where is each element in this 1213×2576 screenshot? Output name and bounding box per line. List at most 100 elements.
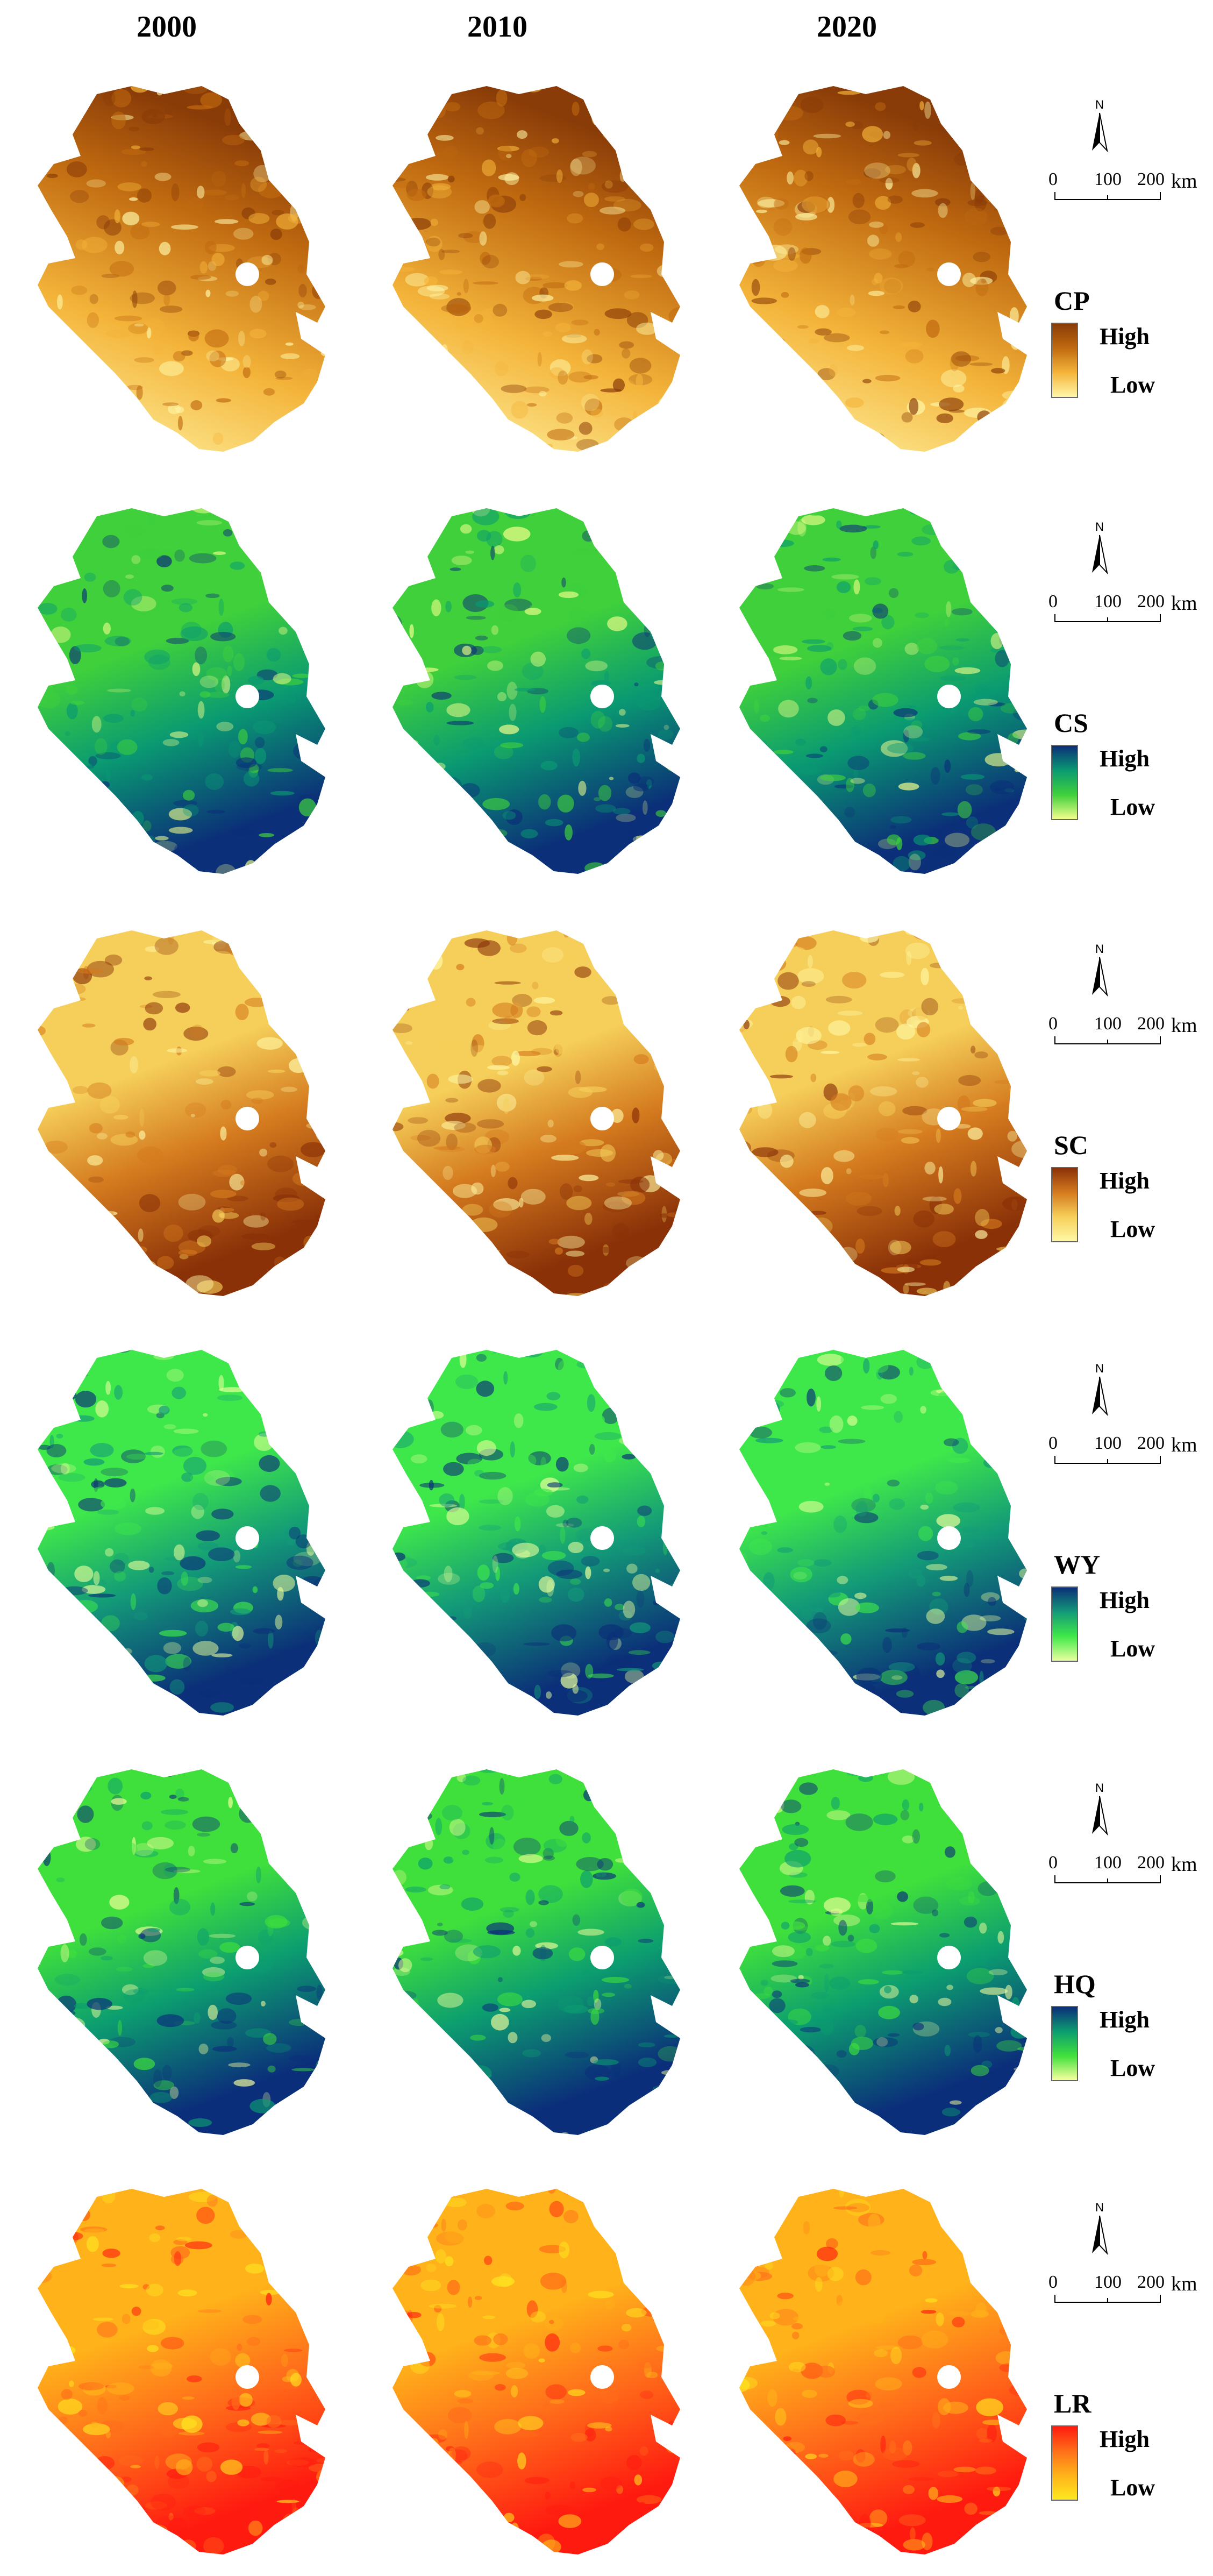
sc-legend-color-ramp [1051,1167,1078,1242]
north-arrow-icon: N [1092,1781,1108,1836]
cp-legend-color-ramp [1051,323,1078,398]
map-cs-2020 [739,508,1027,874]
legend-high-label: High [1100,323,1150,350]
scale-bar [1054,192,1161,200]
lr-legend-color-ramp [1051,2425,1078,2501]
map-cs-2000 [38,508,325,874]
north-arrow-icon: N [1092,942,1108,997]
scale-label-max: 200 [1137,169,1165,189]
map-wy-2020 [739,1350,1027,1716]
map-lr-2020 [739,2189,1027,2554]
hq-legend-color-ramp [1051,2006,1078,2081]
scale-unit-label: km [1171,170,1197,193]
region-shape [393,86,680,452]
map-cs-2010 [393,508,680,874]
region-shape [38,86,325,452]
map-hq-2010 [393,1769,680,2135]
legend-high-label: High [1100,1587,1150,1613]
map-lr-2010 [393,2189,680,2554]
scale-unit-label: km [1171,1014,1197,1037]
lake-shape [590,1526,614,1550]
scale-unit-label: km [1171,1434,1197,1456]
indicator-code-cp: CP [1054,286,1090,316]
legend-high-label: High [1100,1168,1150,1194]
region-shape [38,1350,325,1716]
lake-shape [937,2365,961,2389]
north-arrow-icon: N [1092,1362,1108,1417]
scale-bar [1054,614,1161,622]
scale-label-max: 200 [1137,1433,1165,1453]
indicator-code-hq: HQ [1054,1969,1096,1999]
lake-shape [937,1946,961,1969]
map-sc-2020 [739,930,1027,1296]
lake-shape [236,1946,259,1969]
scale-bar [1054,1036,1161,1044]
lake-shape [937,1526,961,1550]
region-shape [739,2189,1027,2554]
lake-shape [590,2365,614,2389]
scale-label-mid: 100 [1094,1853,1122,1873]
legend-high-label: High [1100,2426,1150,2452]
scale-label-max: 200 [1137,2272,1165,2292]
scale-label-zero: 0 [1048,2272,1058,2292]
north-label: N [1095,98,1104,111]
map-wy-2010 [393,1350,680,1716]
lake-shape [937,262,961,286]
scale-bar [1054,1456,1161,1464]
lake-shape [236,2365,259,2389]
region-shape [739,1769,1027,2135]
scale-label-mid: 100 [1094,1014,1122,1034]
lake-shape [590,1107,614,1130]
year-header-2010: 2010 [467,10,527,44]
lake-shape [937,1107,961,1130]
map-hq-2020 [739,1769,1027,2135]
lake-shape [236,1107,259,1130]
map-cp-2000 [38,86,325,452]
region-shape [739,508,1027,874]
legend-low-label: Low [1110,372,1155,398]
legend-low-label: Low [1110,2055,1155,2081]
legend-high-label: High [1100,2006,1150,2033]
north-label: N [1095,942,1104,956]
map-sc-2000 [38,930,325,1296]
scale-label-mid: 100 [1094,2272,1122,2292]
legend-low-label: Low [1110,794,1155,820]
scale-label-zero: 0 [1048,169,1058,189]
lake-shape [590,685,614,708]
map-lr-2000 [38,2189,325,2554]
region-shape [739,930,1027,1296]
scale-label-max: 200 [1137,1853,1165,1873]
map-sc-2010 [393,930,680,1296]
lake-shape [236,262,259,286]
cs-legend-color-ramp [1051,745,1078,820]
year-header-2020: 2020 [817,10,877,44]
map-hq-2000 [38,1769,325,2135]
map-wy-2000 [38,1350,325,1716]
north-label: N [1095,520,1104,533]
legend-high-label: High [1100,745,1150,772]
indicator-code-cs: CS [1054,708,1088,738]
scale-label-max: 200 [1137,592,1165,611]
scale-label-zero: 0 [1048,1014,1058,1034]
lake-shape [937,685,961,708]
legend-low-label: Low [1110,2474,1155,2501]
map-cp-2010 [393,86,680,452]
region-shape [393,930,680,1296]
scale-unit-label: km [1171,592,1197,615]
wy-legend-color-ramp [1051,1586,1078,1662]
scale-label-zero: 0 [1048,1853,1058,1873]
scale-bar [1054,1875,1161,1883]
scale-label-max: 200 [1137,1014,1165,1034]
legend-low-label: Low [1110,1216,1155,1242]
scale-label-zero: 0 [1048,592,1058,611]
scale-bar [1054,2295,1161,2303]
north-label: N [1095,2201,1104,2214]
scale-label-mid: 100 [1094,1433,1122,1453]
region-shape [38,930,325,1296]
map-cp-2020 [739,86,1027,452]
indicator-code-sc: SC [1054,1130,1088,1160]
lake-shape [590,262,614,286]
region-shape [739,86,1027,452]
region-shape [393,1350,680,1716]
north-arrow-icon: N [1092,98,1108,153]
